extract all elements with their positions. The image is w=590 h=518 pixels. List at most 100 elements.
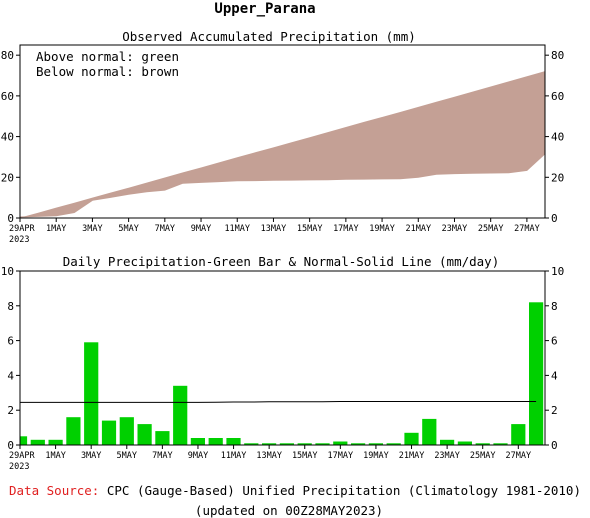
x-tick-label-9MAY: 9MAY [188, 451, 208, 461]
y-tick-label-left-2: 2 [7, 404, 14, 417]
y-tick-label-right-60: 60 [551, 90, 564, 103]
daily-bar-20MAY [386, 443, 401, 445]
y-tick-label-right-20: 20 [551, 171, 564, 184]
daily-bar-8MAY [173, 385, 188, 445]
y-tick-label-right-8: 8 [551, 300, 558, 313]
y-tick-label-right-6: 6 [551, 335, 558, 348]
y-tick-label-left-0: 0 [7, 212, 14, 225]
daily-bar-12MAY [244, 443, 259, 445]
daily-bar-6MAY [137, 424, 152, 445]
x-tick-label-25MAY: 25MAY [478, 224, 504, 234]
daily-bar-28MAY [529, 302, 544, 445]
daily-bar-10MAY [208, 438, 223, 445]
x-tick-label-1MAY: 1MAY [46, 224, 66, 234]
y-tick-label-right-0: 0 [551, 439, 558, 452]
y-tick-label-right-0: 0 [551, 212, 558, 225]
y-tick-label-left-6: 6 [7, 335, 14, 348]
daily-bar-30APR [30, 439, 45, 445]
y-tick-label-left-20: 20 [1, 171, 14, 184]
daily-bar-16MAY [315, 443, 330, 445]
y-tick-label-left-8: 8 [7, 300, 14, 313]
x-tick-label-5MAY: 5MAY [117, 451, 137, 461]
daily-bar-9MAY [190, 438, 205, 445]
data-source-label: Data Source: [9, 483, 99, 498]
x-tick-label-1MAY: 1MAY [45, 451, 65, 461]
accumulated-y-axis: 0 0 20 20 40 40 60 60 80 80 [1, 49, 565, 225]
daily-y-axis: 0 0 2 2 4 4 6 6 8 8 10 10 [1, 265, 565, 452]
daily-x-axis: 29APR 1MAY 3MAY 5MAY 7MAY 9MAY 11MAY 13MAY 15MAY… [9, 445, 531, 472]
x-tick-label-11MAY: 11MAY [221, 451, 247, 461]
daily-bar-25MAY [475, 443, 490, 445]
x-tick-label-19MAY: 19MAY [363, 451, 389, 461]
x-tick-label-29APR: 29APR [9, 451, 35, 461]
y-tick-label-left-10: 10 [1, 265, 14, 278]
daily-bar-2MAY [66, 417, 81, 445]
updated-note: (updated on 00Z28MAY2023) [195, 503, 383, 518]
x-tick-label-13MAY: 13MAY [256, 451, 282, 461]
daily-title: Daily Precipitation-Green Bar & Normal-S… [63, 254, 500, 269]
x-tick-label-21MAY: 21MAY [405, 224, 431, 234]
x-tick-label-23MAY: 23MAY [434, 451, 460, 461]
accumulated-x-axis: 29APR 1MAY 3MAY 5MAY 7MAY 9MAY 11MAY 13MAY 15MAY… [9, 218, 540, 245]
x-tick-label-25MAY: 25MAY [470, 451, 496, 461]
observed-accumulation-line [19, 153, 546, 218]
daily-bar-19MAY [368, 443, 383, 445]
daily-bar-15MAY [297, 443, 312, 445]
x-tick-label-21MAY: 21MAY [399, 451, 425, 461]
x-tick-label-11MAY: 11MAY [224, 224, 250, 234]
daily-normal-line [20, 401, 537, 403]
x-tick-label-27MAY: 27MAY [514, 224, 540, 234]
x-tick-label-15MAY: 15MAY [292, 451, 318, 461]
x-tick-label-15MAY: 15MAY [297, 224, 323, 234]
daily-bar-29APR [20, 436, 28, 445]
y-tick-label-right-10: 10 [551, 265, 564, 278]
y-tick-label-right-2: 2 [551, 404, 558, 417]
daily-bar-1MAY [48, 439, 63, 445]
y-tick-label-right-4: 4 [551, 369, 558, 382]
normal-accumulation-area [20, 71, 545, 218]
x-year-label: 2023 [9, 235, 29, 245]
daily-bar-18MAY [351, 443, 366, 445]
daily-bar-11MAY [226, 438, 241, 445]
daily-bar-7MAY [155, 431, 170, 445]
x-tick-label-3MAY: 3MAY [81, 451, 101, 461]
x-tick-label-17MAY: 17MAY [333, 224, 359, 234]
x-tick-label-5MAY: 5MAY [118, 224, 138, 234]
y-tick-label-left-4: 4 [7, 369, 14, 382]
x-year-label: 2023 [9, 462, 29, 472]
accumulated-panel: Observed Accumulated Precipitation (mm) … [1, 29, 565, 245]
data-source-line: Data Source: CPC (Gauge-Based) Unified P… [9, 483, 581, 498]
region-title: Upper_Parana [214, 1, 315, 17]
y-tick-label-left-0: 0 [7, 439, 14, 452]
y-tick-label-right-40: 40 [551, 131, 564, 144]
daily-bar-3MAY [84, 342, 99, 445]
daily-bar-21MAY [404, 432, 419, 445]
daily-plot-frame [19, 270, 546, 446]
daily-bar-5MAY [119, 417, 134, 445]
data-source-text: CPC (Gauge-Based) Unified Precipitation … [107, 483, 581, 498]
daily-bar-22MAY [422, 418, 437, 445]
y-tick-label-left-80: 80 [1, 49, 14, 62]
daily-bar-13MAY [262, 443, 277, 445]
x-tick-label-7MAY: 7MAY [152, 451, 172, 461]
x-tick-label-19MAY: 19MAY [369, 224, 395, 234]
accumulated-title: Observed Accumulated Precipitation (mm) [122, 29, 416, 44]
daily-bar-27MAY [511, 424, 526, 445]
daily-bars [20, 302, 544, 445]
legend-above-normal: Above normal: green [36, 49, 179, 64]
x-tick-label-23MAY: 23MAY [442, 224, 468, 234]
daily-bar-14MAY [279, 443, 294, 445]
x-tick-label-7MAY: 7MAY [155, 224, 175, 234]
y-tick-label-left-40: 40 [1, 131, 14, 144]
x-tick-label-17MAY: 17MAY [328, 451, 354, 461]
daily-bar-4MAY [101, 420, 117, 445]
x-tick-label-27MAY: 27MAY [506, 451, 532, 461]
accumulated-plot-frame [19, 44, 546, 219]
y-tick-label-left-60: 60 [1, 90, 14, 103]
daily-bar-26MAY [493, 443, 508, 445]
legend-below-normal: Below normal: brown [36, 64, 179, 79]
x-tick-label-29APR: 29APR [9, 224, 35, 234]
x-tick-label-9MAY: 9MAY [191, 224, 211, 234]
daily-bar-17MAY [333, 441, 348, 445]
